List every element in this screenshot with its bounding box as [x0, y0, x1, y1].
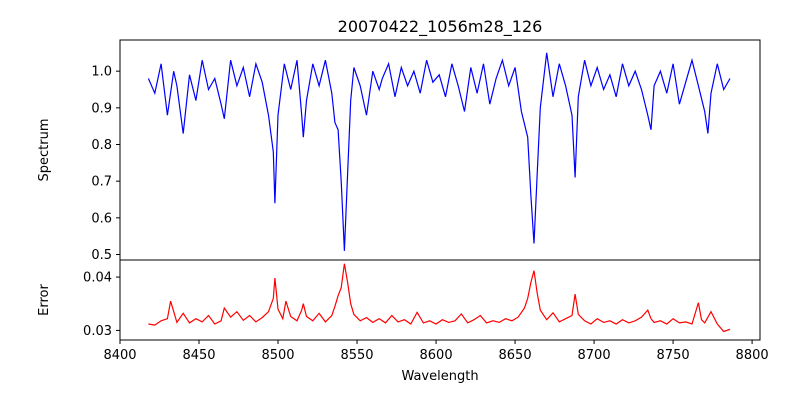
- error-y-axis-label: Error: [37, 284, 52, 316]
- x-tick-label: 8500: [261, 348, 294, 363]
- x-tick-label: 8550: [340, 348, 373, 363]
- spectrum-y-axis-label: Spectrum: [37, 119, 52, 182]
- error-panel: 0.03 0.04 8400 8450 8500 8550 8600 8650 8700 875…: [37, 263, 769, 363]
- error-ytick-label: 0.04: [83, 271, 112, 286]
- spectrum-series-line: [147, 52, 731, 251]
- spectrum-panel: 0.5 0.6 0.7 0.8 0.9 1.0 Spectrum: [37, 52, 731, 263]
- x-tick-label: 8700: [578, 348, 611, 363]
- x-tick-label: 8650: [499, 348, 532, 363]
- error-series-line: [148, 263, 731, 333]
- spectrum-ytick-label: 0.5: [91, 248, 112, 263]
- spectrum-plot-frame: [119, 39, 761, 261]
- x-tick-label: 8800: [736, 348, 769, 363]
- x-tick-label: 8600: [420, 348, 453, 363]
- x-tick-label: 8750: [657, 348, 690, 363]
- spectrum-ytick-label: 0.6: [91, 211, 112, 226]
- x-tick-label: 8400: [103, 348, 136, 363]
- x-tick-label: 8450: [182, 348, 215, 363]
- spectrum-ytick-label: 0.9: [91, 101, 112, 116]
- x-axis-label: Wavelength: [401, 369, 478, 384]
- spectrum-ytick-label: 0.8: [91, 138, 112, 153]
- error-ytick-label: 0.03: [83, 324, 112, 339]
- spectrum-ytick-label: 1.0: [91, 65, 112, 80]
- spectrum-ytick-label: 0.7: [91, 175, 112, 190]
- error-plot-frame: [119, 259, 761, 341]
- chart-title: 20070422_1056m28_126: [338, 17, 543, 37]
